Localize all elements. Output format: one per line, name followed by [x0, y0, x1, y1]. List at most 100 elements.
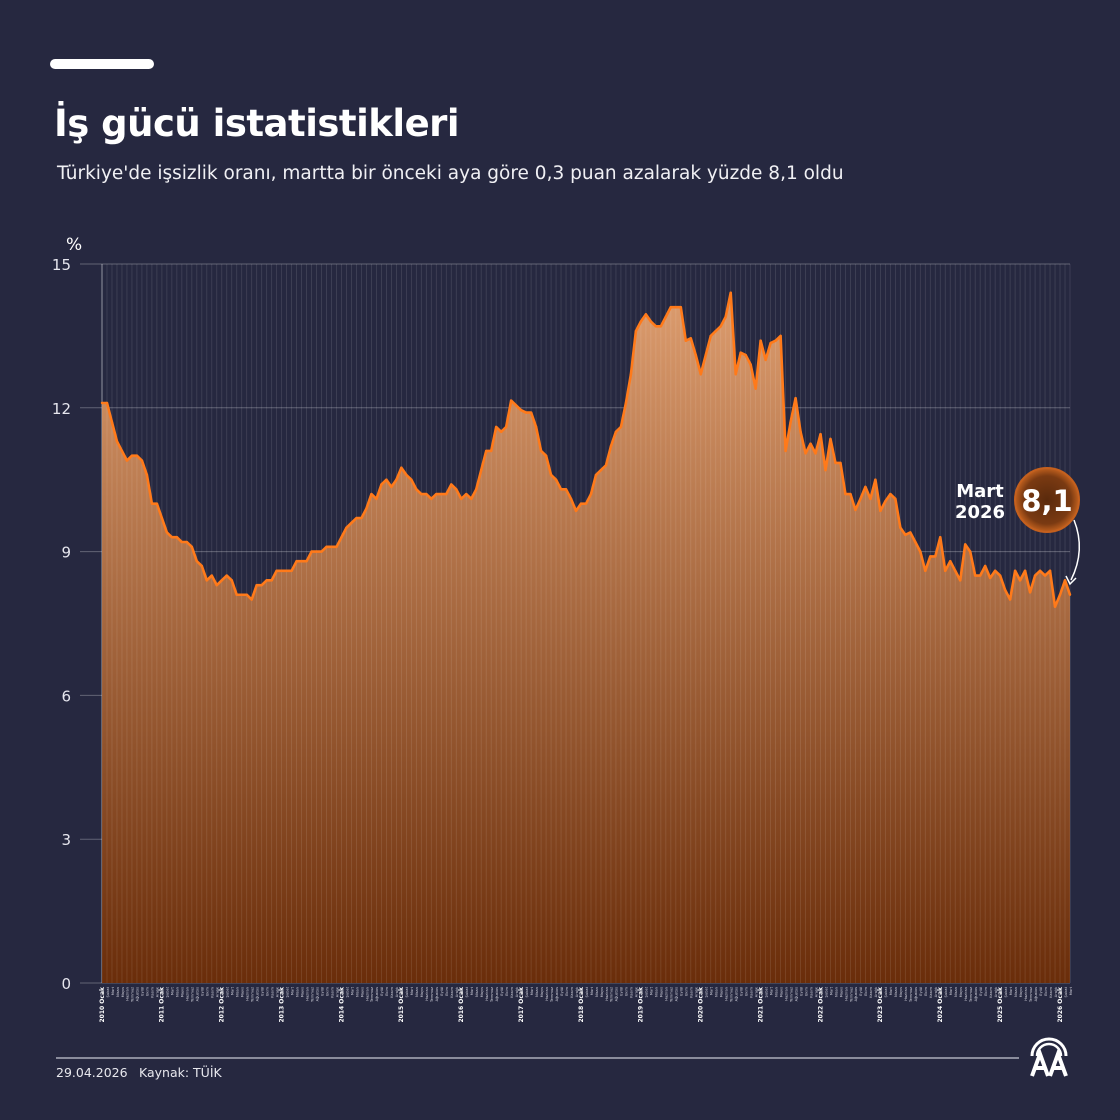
- data-point: [295, 559, 298, 563]
- x-tick-month-label: Aralık: [216, 986, 220, 997]
- x-tick-year-label: 2017 Ocak: [518, 986, 525, 1022]
- x-tick-month-label: Aralık: [934, 986, 938, 997]
- x-tick-month-label: Temmuz: [789, 987, 793, 1003]
- x-tick-month-label: Ekim: [505, 987, 509, 996]
- data-point: [799, 430, 802, 433]
- data-point: [729, 291, 732, 294]
- data-point: [280, 569, 283, 572]
- data-point: [609, 444, 613, 448]
- data-point: [310, 550, 313, 553]
- x-tick-month-label: Eylül: [560, 987, 564, 996]
- x-tick-month-label: Temmuz: [131, 987, 135, 1003]
- data-point: [190, 545, 194, 549]
- data-point: [899, 526, 902, 529]
- x-tick-month-label: Ağustos: [255, 987, 259, 1001]
- x-tick-month-label: Ağustos: [375, 987, 379, 1001]
- x-tick-year-label: 2024 Ocak: [937, 986, 944, 1022]
- data-point: [1003, 588, 1007, 592]
- data-point: [355, 516, 358, 520]
- data-point: [120, 449, 124, 453]
- data-point: [135, 454, 139, 457]
- x-tick-month-label: Aralık: [335, 986, 339, 997]
- data-point: [455, 488, 458, 491]
- x-tick-month-label: Ağustos: [675, 987, 679, 1001]
- data-point: [988, 576, 992, 580]
- x-tick-month-label: Temmuz: [969, 987, 973, 1003]
- x-tick-month-label: Haziran: [964, 987, 968, 1001]
- data-point: [245, 593, 248, 596]
- x-tick-month-label: Aralık: [455, 986, 459, 997]
- annotation-circle: [1014, 467, 1080, 533]
- x-tick-month-label: Aralık: [635, 986, 639, 997]
- x-tick-year-label: 2010 Ocak: [99, 986, 106, 1022]
- x-tick-month-label: Nisan: [415, 987, 419, 997]
- data-point: [285, 569, 288, 572]
- data-point: [1008, 598, 1012, 601]
- data-point: [275, 569, 278, 572]
- page-subtitle: Türkiye'de işsizlik oranı, martta bir ön…: [57, 163, 844, 184]
- x-tick-month-label: Ağustos: [794, 987, 798, 1001]
- data-point: [105, 401, 109, 405]
- data-point: [514, 404, 518, 407]
- data-point: [200, 564, 203, 568]
- x-tick-year-label: 2013 Ocak: [278, 986, 285, 1022]
- x-tick-month-label: Ekim: [804, 987, 808, 996]
- data-point: [969, 550, 972, 553]
- data-point: [110, 420, 114, 424]
- data-point: [699, 373, 702, 376]
- data-point: [1068, 593, 1072, 596]
- x-tick-month-label: Kasım: [869, 987, 873, 998]
- y-tick-label: 12: [52, 400, 71, 418]
- x-tick-month-label: Nisan: [954, 987, 958, 997]
- data-point: [1048, 569, 1052, 572]
- x-tick-month-label: Şubat: [345, 986, 349, 997]
- data-point: [230, 579, 233, 582]
- data-point: [225, 574, 228, 577]
- data-point: [993, 569, 997, 572]
- data-point: [519, 408, 523, 412]
- data-point: [904, 533, 907, 537]
- data-point: [524, 411, 528, 414]
- data-point: [509, 399, 513, 402]
- data-point: [435, 492, 438, 496]
- x-tick-month-label: Mart: [710, 986, 714, 995]
- data-point: [360, 516, 363, 520]
- x-tick-month-label: Mart: [829, 986, 833, 995]
- data-point: [1033, 574, 1037, 577]
- x-tick-month-label: Şubat: [705, 986, 709, 997]
- x-tick-month-label: Haziran: [425, 987, 429, 1001]
- x-tick-month-label: Nisan: [236, 987, 240, 997]
- data-point: [684, 339, 687, 342]
- x-tick-month-label: Şubat: [824, 986, 828, 997]
- x-tick-month-label: Aralık: [754, 986, 758, 997]
- y-tick-label: 3: [61, 831, 71, 849]
- x-tick-month-label: Kasım: [989, 987, 993, 998]
- data-point: [884, 500, 887, 503]
- data-point: [659, 325, 663, 328]
- x-tick-month-label: Eylül: [260, 987, 264, 996]
- data-point: [739, 351, 742, 354]
- x-tick-month-label: Haziran: [545, 987, 549, 1001]
- x-tick-year-label: 2023 Ocak: [877, 986, 884, 1022]
- footer-source: Kaynak: TÜİK: [139, 1065, 222, 1080]
- x-tick-month-label: Nisan: [595, 987, 599, 997]
- x-tick-year-label: 2014 Ocak: [338, 986, 345, 1022]
- x-tick-month-label: Mart: [949, 986, 953, 995]
- data-point: [220, 579, 223, 582]
- x-tick-month-label: Mart: [171, 986, 175, 995]
- x-tick-month-label: Şubat: [944, 986, 948, 997]
- x-tick-month-label: Mayıs: [1019, 987, 1023, 997]
- x-tick-month-label: Mayıs: [600, 987, 604, 997]
- data-point: [1058, 593, 1062, 596]
- x-tick-month-label: Nisan: [894, 987, 898, 997]
- data-point: [964, 543, 967, 546]
- data-point: [465, 492, 468, 496]
- data-point: [959, 579, 962, 582]
- x-tick-month-label: Eylül: [919, 987, 923, 996]
- data-point: [305, 559, 308, 563]
- data-point: [1038, 569, 1042, 572]
- x-tick-month-label: Temmuz: [670, 987, 674, 1003]
- x-tick-month-label: Haziran: [605, 987, 609, 1001]
- x-tick-month-label: Temmuz: [550, 987, 554, 1003]
- x-tick-year-label: 2011 Ocak: [159, 986, 166, 1022]
